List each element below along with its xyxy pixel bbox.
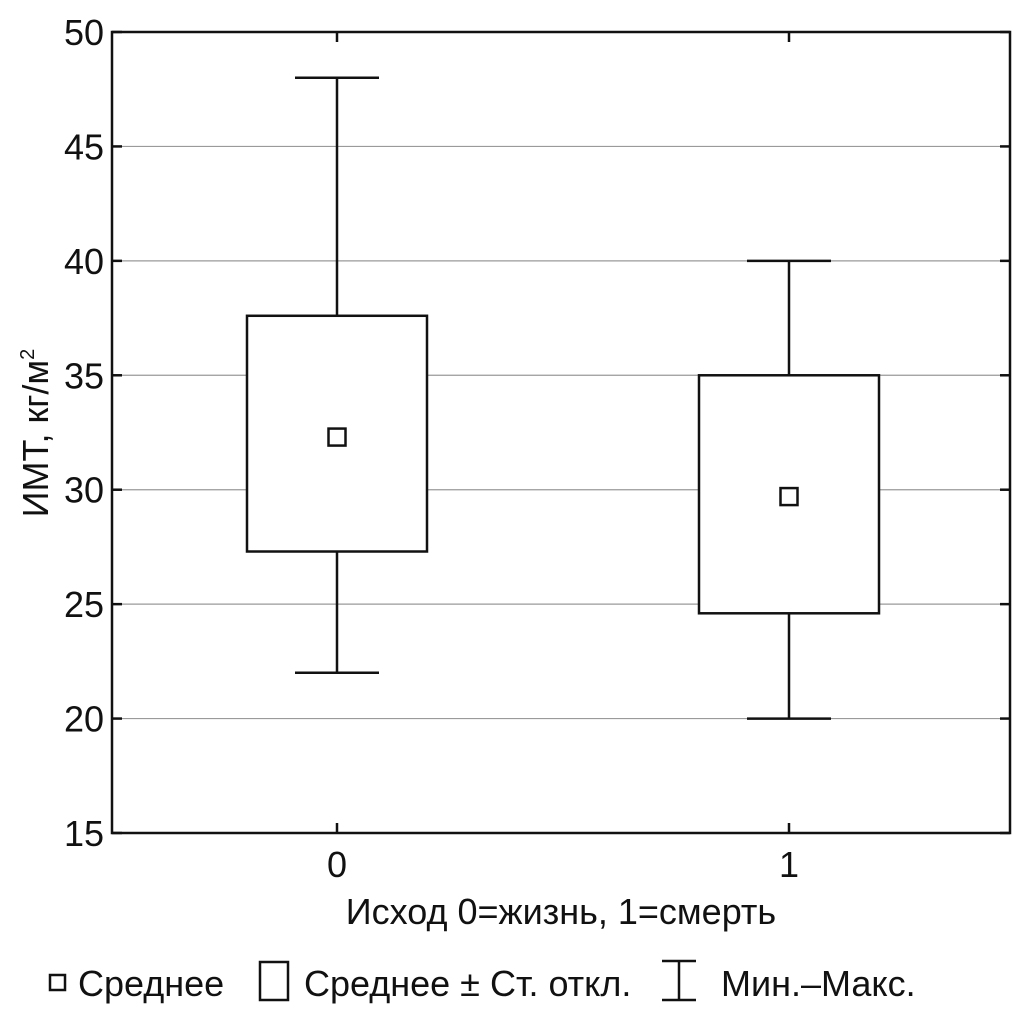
y-axis-title-superscript: 2 (17, 349, 39, 360)
y-axis-title: ИМТ, кг/м2 (15, 349, 56, 518)
y-tick-label: 20 (64, 699, 104, 740)
x-tick-label: 1 (779, 844, 799, 885)
legend: Среднее Среднее ± Ст. откл. Мин.–Макс. (48, 959, 916, 1004)
legend-minmax-label: Мин.–Макс. (721, 963, 916, 1004)
plot-frame (110, 30, 1012, 835)
mean-marker (327, 427, 347, 447)
mean-marker (779, 486, 799, 507)
y-tick-label: 50 (64, 12, 104, 53)
legend-mean-icon (48, 973, 67, 992)
y-tick-label: 25 (64, 584, 104, 625)
box-group-0 (245, 76, 429, 675)
x-tick-label: 0 (327, 844, 347, 885)
y-tick-label: 30 (64, 470, 104, 511)
legend-sd-label: Среднее ± Ст. откл. (304, 963, 631, 1004)
y-axis-title-text: ИМТ, кг/м (15, 360, 56, 518)
y-tick-label: 35 (64, 355, 104, 396)
axis-ticks (112, 30, 1010, 835)
y-tick-label: 15 (64, 813, 104, 854)
y-tick-label: 45 (64, 126, 104, 167)
x-axis-title: Исход 0=жизнь, 1=смерть (346, 891, 776, 932)
legend-sd-icon (258, 960, 290, 1002)
tick-labels: 15 20 25 30 35 40 45 50 0 1 (64, 12, 799, 885)
legend-mean-label: Среднее (78, 963, 224, 1004)
y-tick-label: 40 (64, 241, 104, 282)
plot-marks (245, 76, 881, 720)
legend-minmax-icon (662, 959, 696, 1002)
box-group-1 (697, 259, 881, 720)
